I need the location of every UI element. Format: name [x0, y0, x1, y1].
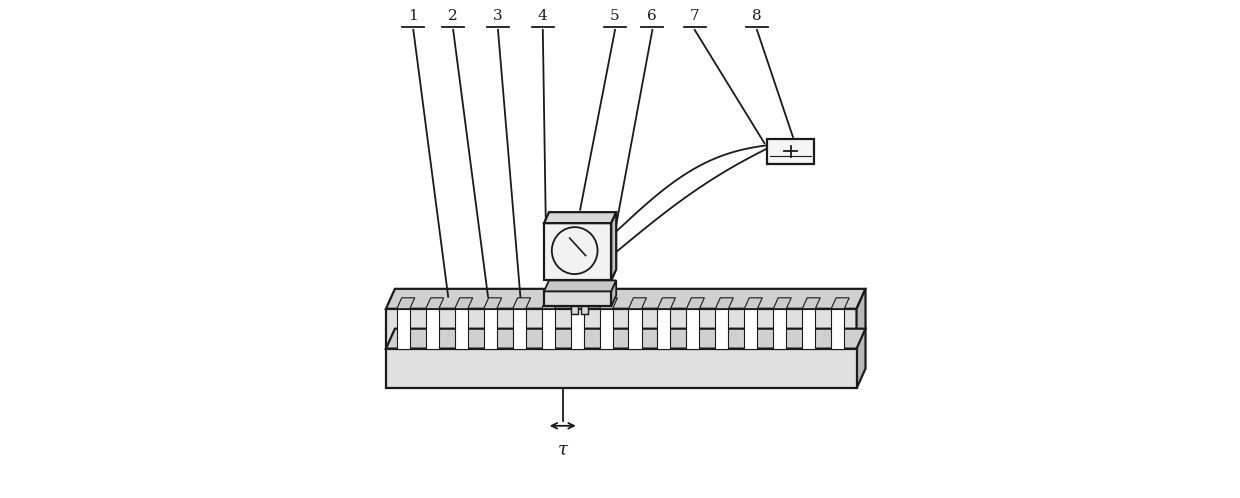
- Text: 7: 7: [689, 9, 699, 23]
- Polygon shape: [611, 212, 616, 280]
- Polygon shape: [611, 280, 616, 306]
- Polygon shape: [715, 309, 728, 349]
- Polygon shape: [386, 289, 866, 309]
- Text: 3: 3: [494, 9, 502, 23]
- Polygon shape: [386, 329, 866, 349]
- Bar: [582, 306, 588, 314]
- Polygon shape: [484, 309, 497, 349]
- Polygon shape: [802, 298, 820, 309]
- Polygon shape: [397, 309, 410, 349]
- Polygon shape: [512, 309, 526, 349]
- Polygon shape: [657, 298, 676, 309]
- Polygon shape: [657, 309, 671, 349]
- Polygon shape: [544, 212, 616, 223]
- Polygon shape: [544, 280, 616, 291]
- Text: 6: 6: [647, 9, 657, 23]
- Polygon shape: [831, 309, 844, 349]
- Polygon shape: [802, 309, 815, 349]
- Bar: [544, 223, 611, 280]
- Polygon shape: [512, 298, 531, 309]
- Polygon shape: [425, 309, 439, 349]
- Polygon shape: [542, 309, 554, 349]
- Polygon shape: [744, 298, 763, 309]
- Polygon shape: [455, 298, 472, 309]
- Polygon shape: [570, 309, 584, 349]
- Text: τ: τ: [558, 441, 568, 459]
- Polygon shape: [455, 309, 467, 349]
- Polygon shape: [744, 309, 758, 349]
- Bar: [544, 291, 611, 306]
- Bar: [766, 139, 815, 164]
- Text: 2: 2: [449, 9, 458, 23]
- Text: 4: 4: [538, 9, 548, 23]
- Polygon shape: [397, 298, 414, 309]
- Polygon shape: [386, 349, 857, 388]
- Polygon shape: [857, 289, 866, 388]
- Polygon shape: [629, 309, 641, 349]
- Polygon shape: [599, 309, 613, 349]
- Text: 5: 5: [610, 9, 620, 23]
- Polygon shape: [687, 298, 704, 309]
- Polygon shape: [687, 309, 699, 349]
- Polygon shape: [425, 298, 444, 309]
- Polygon shape: [629, 298, 646, 309]
- Text: 8: 8: [753, 9, 761, 23]
- Polygon shape: [386, 309, 857, 349]
- Bar: [572, 306, 578, 314]
- Polygon shape: [542, 298, 559, 309]
- Polygon shape: [599, 298, 618, 309]
- Polygon shape: [484, 298, 502, 309]
- Polygon shape: [774, 298, 791, 309]
- Polygon shape: [570, 298, 589, 309]
- Polygon shape: [715, 298, 733, 309]
- Polygon shape: [831, 298, 849, 309]
- Polygon shape: [774, 309, 786, 349]
- Text: 1: 1: [408, 9, 418, 23]
